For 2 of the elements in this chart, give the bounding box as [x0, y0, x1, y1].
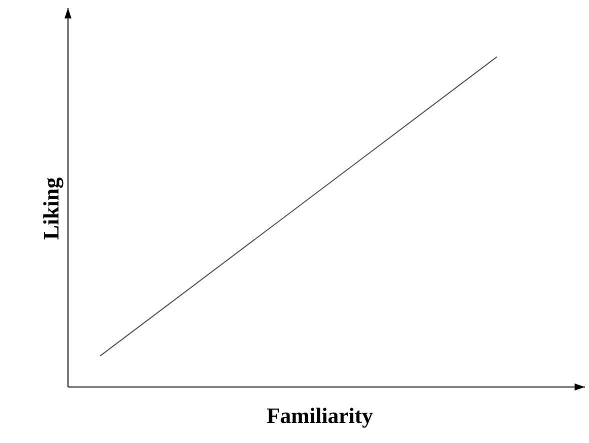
x-axis-title: Familiarity: [267, 408, 373, 428]
y-axis-title: Liking: [43, 178, 64, 240]
